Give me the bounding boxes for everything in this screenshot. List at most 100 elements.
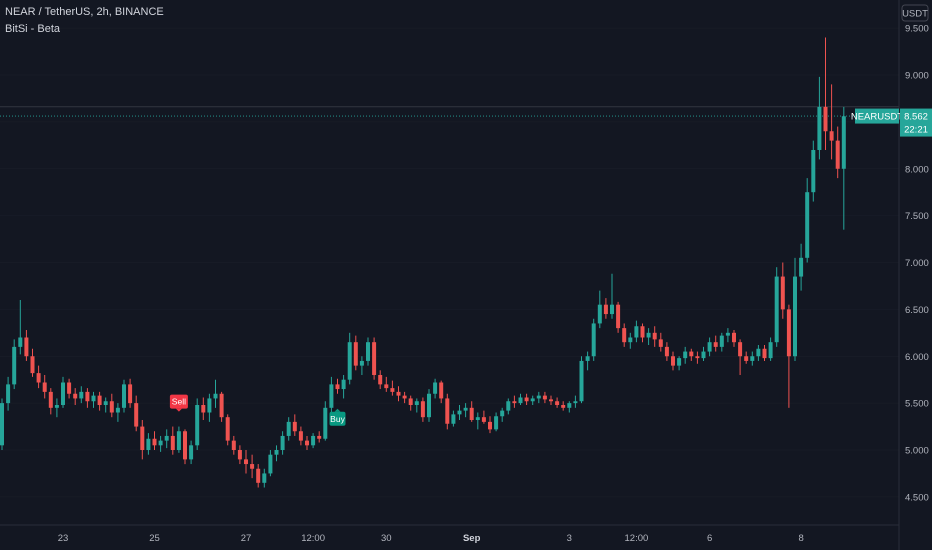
candle-body (823, 106, 828, 132)
candle (183, 429, 187, 465)
candle-body (555, 401, 560, 405)
candle (689, 348, 694, 361)
x-tick-label: 12:00 (301, 533, 325, 544)
candle (402, 391, 407, 404)
candle (646, 328, 651, 345)
candle (762, 345, 767, 361)
candle-body (561, 405, 566, 408)
candle-body (219, 393, 224, 418)
candle-body (347, 342, 352, 380)
y-tick-label: 7.000 (905, 258, 929, 269)
currency-label: USDT (902, 9, 928, 20)
candle-body (305, 440, 309, 446)
candle (555, 397, 560, 408)
x-tick-label: 23 (58, 533, 69, 544)
candle-body (610, 304, 614, 315)
candle (640, 323, 645, 343)
candle (585, 351, 590, 371)
candle (488, 416, 492, 434)
price-lines (0, 106, 899, 117)
candle-body (189, 445, 194, 460)
last-price-value: 8.562 (904, 112, 928, 123)
signals: Sell Buy (169, 394, 346, 426)
candle (518, 393, 523, 405)
y-tick-label: 9.500 (905, 24, 929, 35)
candle-body (652, 332, 657, 340)
candle (146, 433, 151, 455)
candle (610, 273, 614, 319)
candle (54, 398, 59, 418)
candle (48, 388, 53, 415)
candle-body (12, 346, 17, 385)
candle-body (128, 384, 133, 404)
candle-body (115, 407, 120, 413)
candle (42, 375, 47, 399)
signal-sell: Sell (169, 394, 188, 412)
candle-body (292, 421, 297, 432)
candle-body (353, 342, 358, 366)
candle (378, 370, 383, 390)
candle (408, 395, 413, 411)
candle (536, 391, 541, 404)
candle (481, 410, 486, 424)
signal-buy: Buy (329, 408, 346, 426)
candle-body (134, 403, 139, 427)
candle-body (323, 407, 328, 439)
candle-body (0, 403, 4, 446)
candle (457, 405, 462, 420)
candle-body (164, 435, 169, 441)
candle (36, 365, 41, 389)
candle (750, 351, 755, 366)
candle (524, 393, 529, 405)
candle-body (402, 395, 407, 399)
candle-body (762, 348, 767, 359)
candle-body (744, 356, 749, 361)
candle (786, 304, 791, 408)
candle-body (829, 131, 834, 141)
candle-body (500, 410, 505, 417)
candle (841, 106, 846, 230)
candle (463, 403, 468, 418)
candle-body (231, 440, 236, 450)
currency-button[interactable]: USDT (901, 4, 929, 22)
candle (140, 420, 145, 460)
candle (725, 328, 730, 343)
candle (549, 395, 553, 405)
candle-body (48, 391, 53, 408)
candle (0, 398, 4, 450)
candle (30, 348, 35, 377)
candle (195, 398, 200, 450)
x-tick-label: 27 (241, 533, 252, 544)
x-tick-label: 3 (567, 533, 572, 544)
candle-body (622, 328, 627, 343)
candle (298, 426, 303, 446)
candle (542, 391, 547, 404)
candle (18, 300, 23, 355)
x-tick-label: 6 (707, 533, 712, 544)
candle-body (152, 438, 157, 446)
candle-body (811, 150, 816, 193)
candle-body (237, 450, 242, 460)
symbol-title[interactable]: NEAR / TetherUS, 2h, BINANCE (5, 6, 164, 18)
candle (189, 440, 194, 465)
candle-body (664, 346, 669, 357)
candle-body (549, 399, 553, 402)
candle (695, 351, 700, 364)
indicator-title[interactable]: BitSi - Beta (5, 23, 61, 35)
candle (122, 379, 126, 413)
candle (573, 395, 578, 408)
candle-body (384, 384, 389, 389)
candle (6, 376, 11, 411)
candle-body (603, 304, 608, 315)
candle-body (359, 360, 364, 366)
candle-body (378, 375, 383, 385)
candle-body (786, 309, 791, 357)
axes (0, 0, 900, 550)
y-tick-label: 4.500 (905, 492, 929, 503)
candle-body (140, 426, 145, 450)
candle (176, 426, 181, 453)
candle-body (518, 397, 523, 404)
candle-body (207, 398, 212, 413)
candle (335, 378, 340, 394)
